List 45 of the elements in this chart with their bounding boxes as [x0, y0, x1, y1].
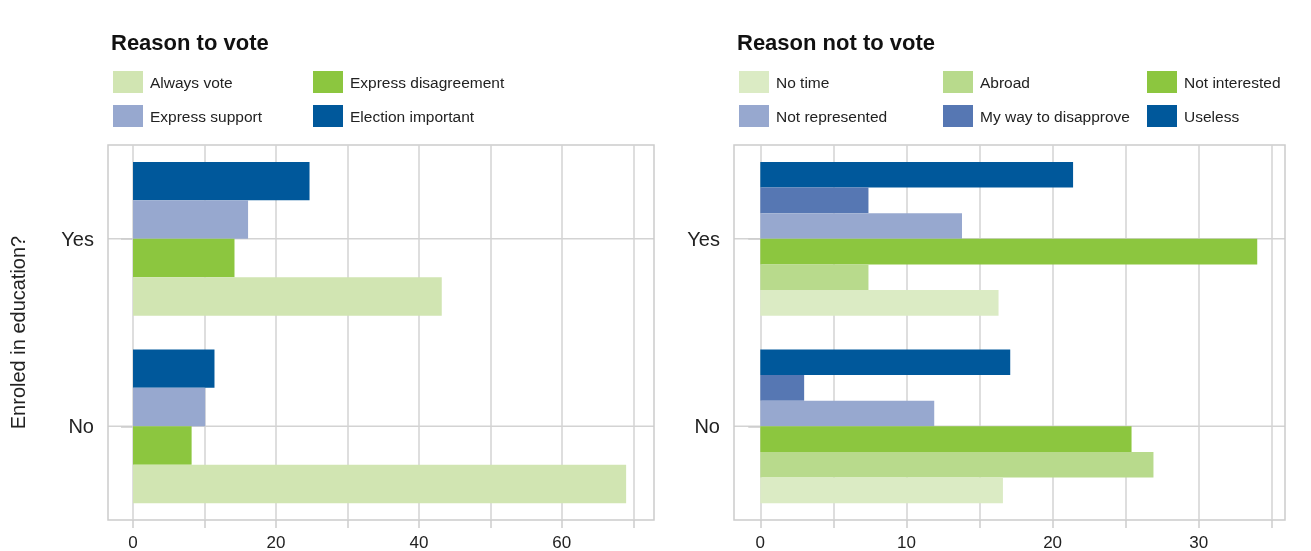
y-tick-label: Yes: [61, 227, 94, 250]
bar: [133, 464, 627, 504]
bar: [759, 187, 868, 214]
x-tick-label: 60: [552, 533, 572, 551]
bar: [759, 264, 868, 290]
legend-label: Express support: [150, 107, 263, 125]
legend-label: Not interested: [1183, 73, 1280, 91]
bar: [759, 161, 1073, 188]
bar: [133, 238, 235, 278]
y-axis-title: Enroled in education?: [7, 235, 29, 430]
bar: [133, 426, 192, 465]
bar: [759, 400, 934, 427]
legend-label: Not represented: [775, 107, 887, 125]
legend-label: No time: [775, 73, 829, 91]
bar: [133, 161, 310, 201]
x-tick-label: 20: [1042, 533, 1062, 551]
bar: [133, 387, 206, 427]
legend-label: Election important: [350, 107, 475, 125]
bar: [759, 477, 1003, 504]
x-tick-label: 10: [896, 533, 916, 551]
legend-label: Always vote: [150, 73, 233, 91]
bar: [759, 426, 1132, 452]
bar: [759, 238, 1257, 265]
bar: [759, 290, 999, 316]
legend-label: Express disagreement: [350, 73, 505, 91]
x-tick-label: 30: [1188, 533, 1208, 551]
chart-title: Reason not to vote: [736, 29, 935, 55]
chart-title: Reason to vote: [111, 29, 269, 55]
y-tick-label: Yes: [686, 227, 720, 250]
bar: [759, 213, 962, 239]
bar: [759, 349, 1010, 375]
bar: [133, 200, 249, 239]
y-tick-label: No: [693, 415, 720, 438]
x-tick-label: 20: [266, 533, 286, 551]
x-tick-label: 0: [128, 533, 138, 551]
legend-label: Abroad: [979, 73, 1030, 91]
x-tick-label: 0: [755, 533, 765, 551]
bar: [133, 277, 442, 316]
bar: [759, 451, 1153, 478]
legend-label: My way to disapprove: [979, 107, 1130, 125]
bar: [133, 349, 215, 388]
y-tick-label: No: [68, 415, 94, 438]
legend-label: Useless: [1183, 107, 1239, 125]
bar: [759, 375, 804, 401]
x-tick-label: 40: [409, 533, 429, 551]
